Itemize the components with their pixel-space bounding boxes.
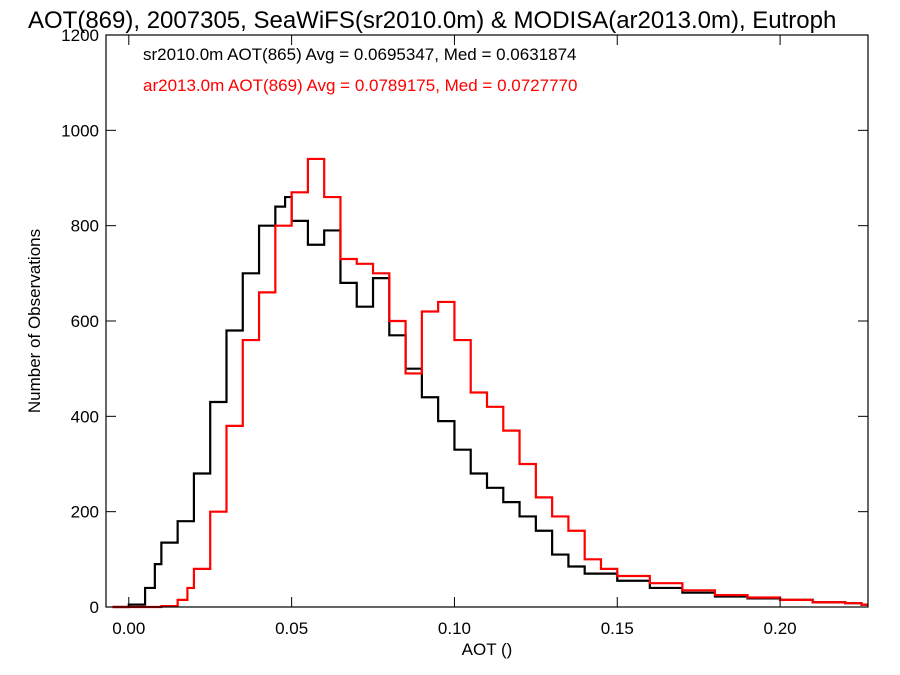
series-layer xyxy=(112,157,868,609)
y-tick-label: 200 xyxy=(71,503,99,522)
x-tick-label: 0.20 xyxy=(764,619,797,638)
series-line-0 xyxy=(112,195,868,609)
x-tick-label: 0.10 xyxy=(438,619,471,638)
x-tick-label: 0.05 xyxy=(275,619,308,638)
y-tick-label: 1200 xyxy=(61,26,99,45)
legend-entry-ar2013: ar2013.0m AOT(869) Avg = 0.0789175, Med … xyxy=(143,76,577,95)
y-tick-label: 1000 xyxy=(61,121,99,140)
x-axis-label: AOT () xyxy=(462,640,513,659)
legend-entry-sr2010: sr2010.0m AOT(865) Avg = 0.0695347, Med … xyxy=(143,45,577,64)
y-tick-label: 400 xyxy=(71,407,99,426)
y-tick-label: 600 xyxy=(71,312,99,331)
ticks-layer: 0.00 0.05 0.10 0.15 0.20 0 200 400 600 800 1000 120… xyxy=(61,26,868,638)
x-tick-label: 0.15 xyxy=(601,619,634,638)
y-axis-label: Number of Observations xyxy=(25,229,44,413)
y-tick-label: 800 xyxy=(71,217,99,236)
x-tick-label: 0.00 xyxy=(112,619,145,638)
plot-frame xyxy=(105,34,869,608)
series-line-1 xyxy=(112,157,868,609)
chart-title: AOT(869), 2007305, SeaWiFS(sr2010.0m) & … xyxy=(28,7,836,34)
y-tick-label: 0 xyxy=(90,598,99,617)
